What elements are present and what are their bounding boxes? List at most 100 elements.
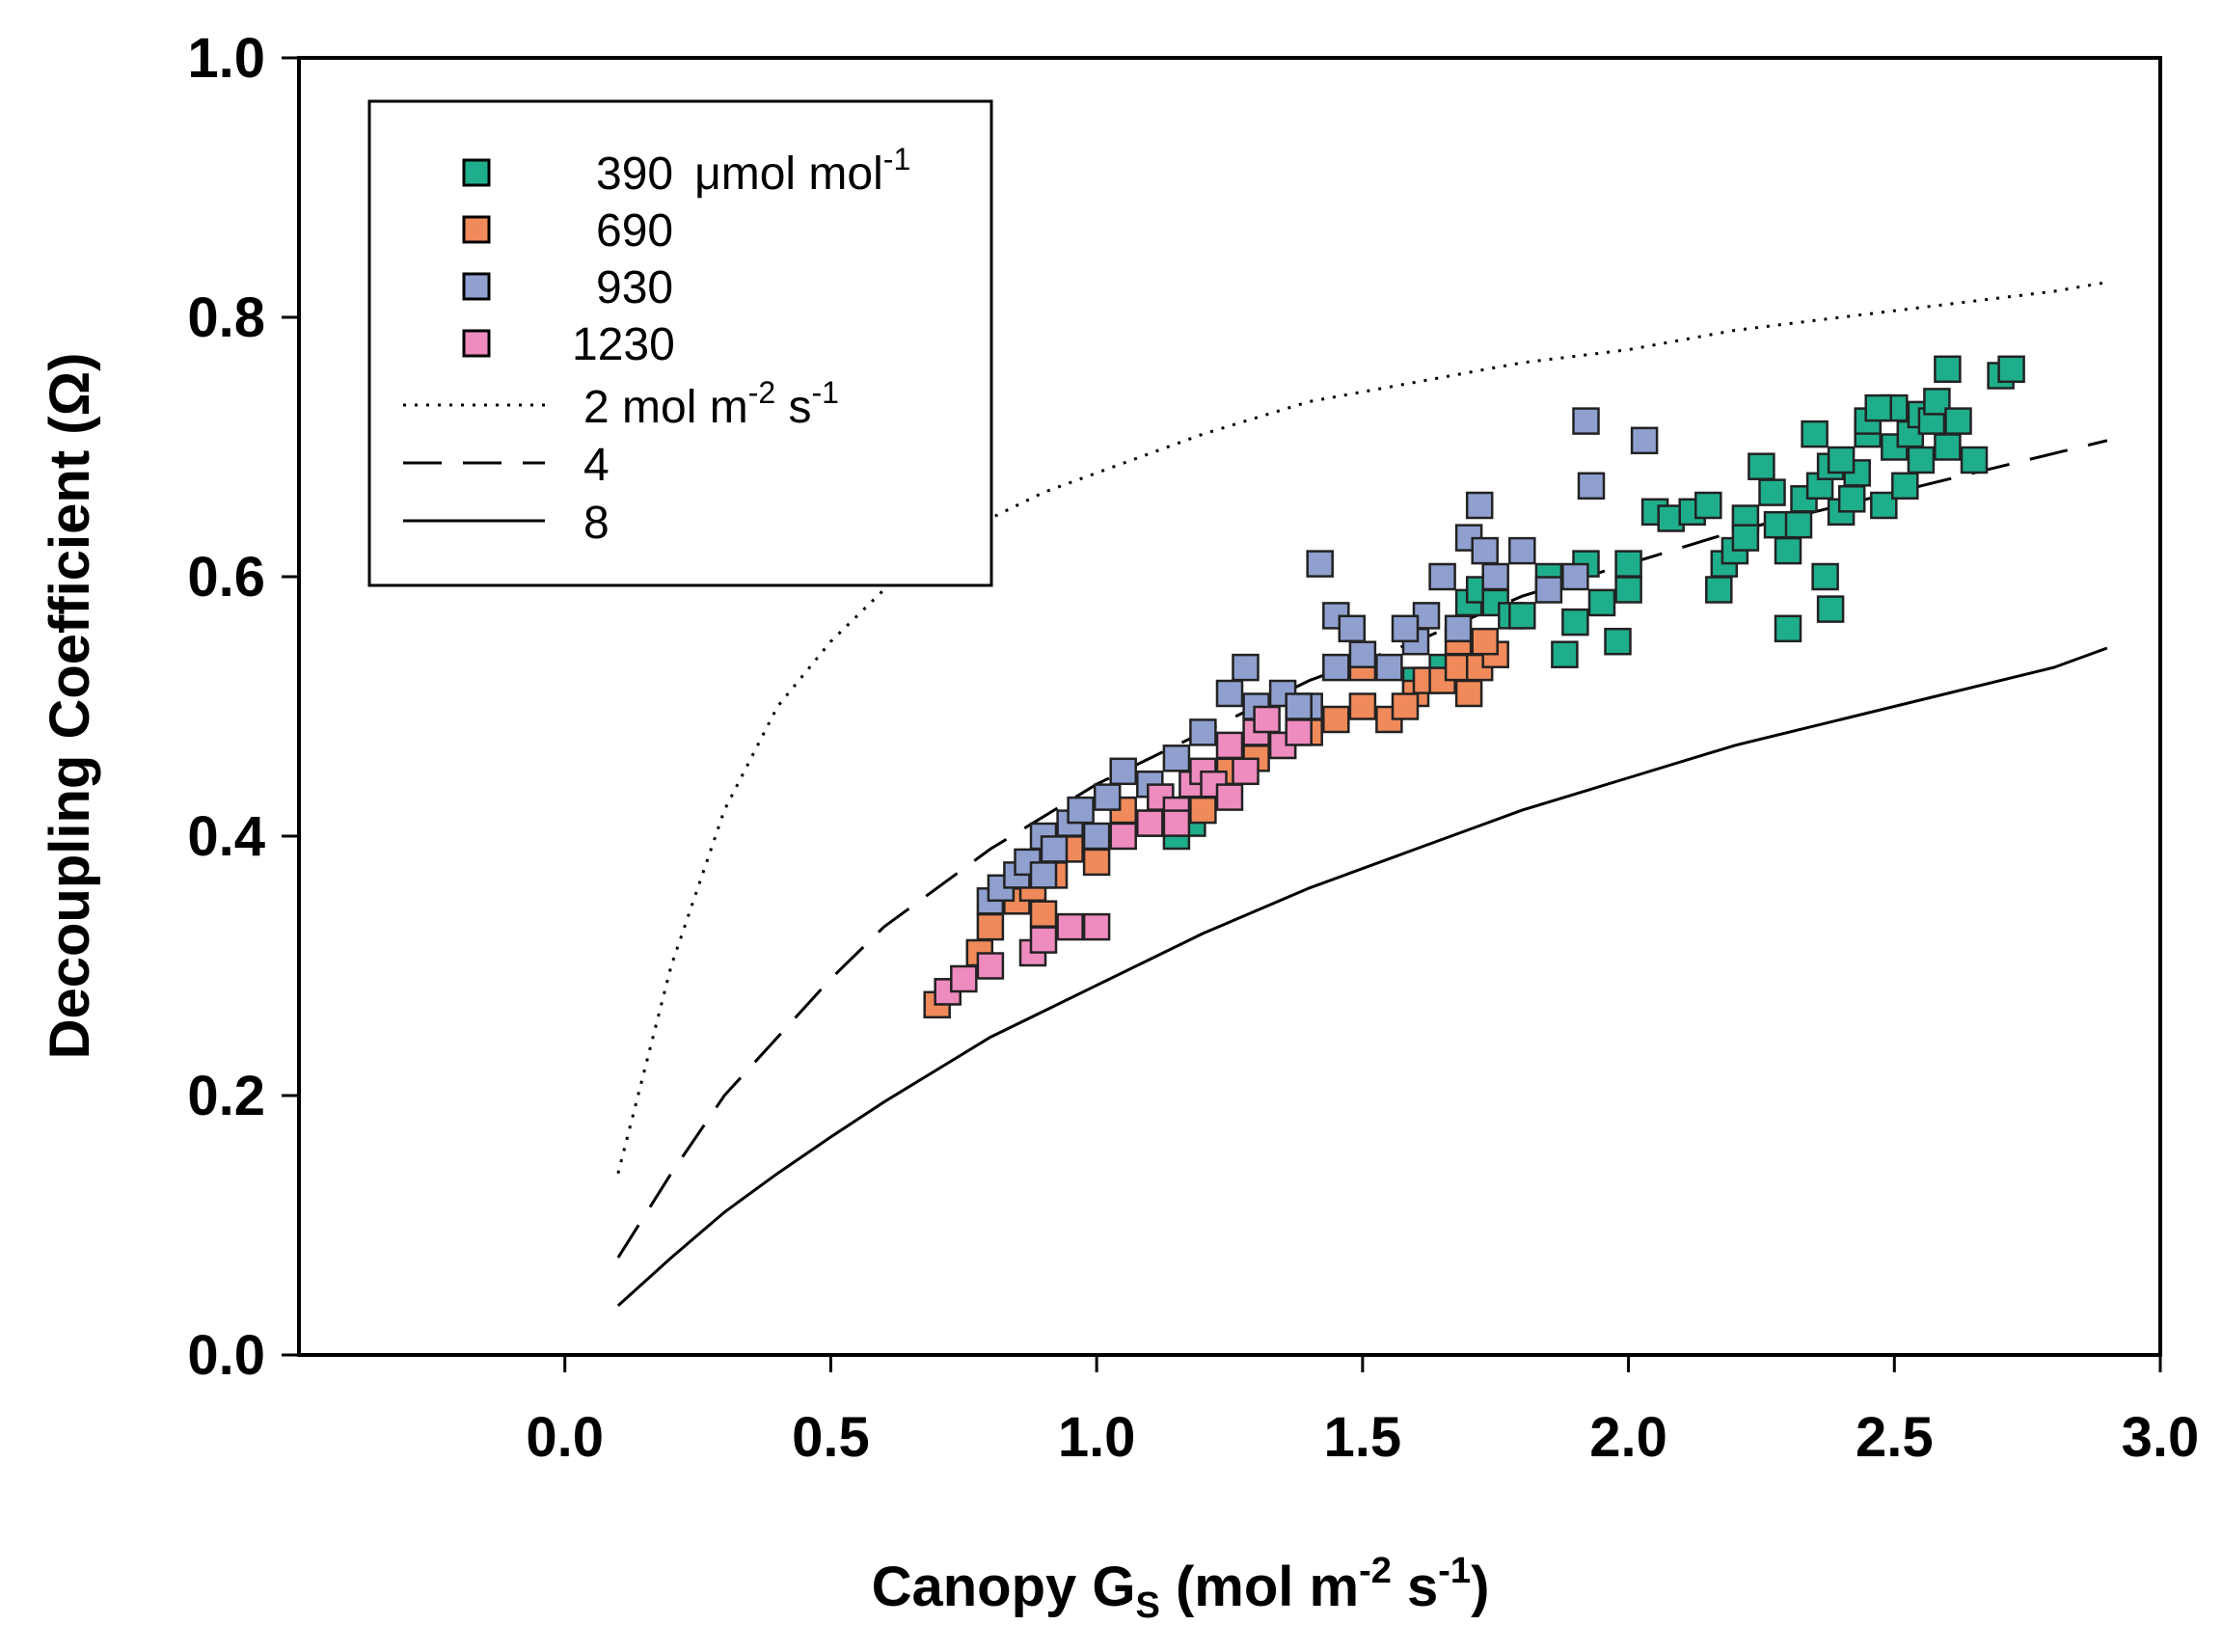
legend-label-2: 2 mol m-2 s-1 — [583, 375, 839, 433]
point-s930-32 — [1508, 536, 1536, 565]
point-s1230-8 — [1136, 809, 1164, 837]
legend-label-8: 8 — [583, 498, 610, 549]
point-s690-19 — [1322, 705, 1350, 734]
point-s930-21 — [1338, 614, 1367, 643]
model-line-l8 — [616, 646, 2108, 1308]
point-s930-40 — [1285, 692, 1313, 720]
legend: 390 μmol mol-1 690 930 1230 2 mol m-2 s-1… — [367, 99, 993, 587]
point-s930-38 — [1391, 614, 1420, 643]
point-s390-10 — [1551, 640, 1579, 668]
point-s690-14 — [1189, 796, 1217, 825]
point-s930-26 — [1428, 562, 1456, 591]
point-s930-34 — [1561, 562, 1589, 591]
x-tick-label-0: 0.0 — [526, 1406, 604, 1469]
point-s1230-2 — [976, 952, 1005, 980]
x-tick-label-3: 1.5 — [1324, 1406, 1402, 1469]
point-s390-29 — [1774, 536, 1802, 565]
point-s390-58 — [1731, 524, 1760, 552]
model-lines — [616, 281, 2108, 1308]
point-s390-21 — [1705, 576, 1733, 604]
point-s390-16 — [1614, 550, 1642, 578]
legend-marker-390 — [462, 158, 491, 187]
point-s930-22 — [1348, 640, 1377, 668]
point-s390-25 — [1748, 452, 1775, 480]
point-s390-38 — [1837, 485, 1866, 513]
point-s390-14 — [1604, 627, 1632, 656]
x-tick-label-4: 2.0 — [1589, 1406, 1667, 1469]
legend-label-4: 4 — [583, 440, 610, 491]
point-s390-51 — [1934, 433, 1962, 461]
point-s390-55 — [1997, 355, 2025, 384]
point-s390-8 — [1508, 602, 1536, 630]
point-s930-27 — [1444, 614, 1473, 643]
legend-label-390: 390 μmol mol-1 — [596, 142, 910, 200]
point-s1230-1 — [950, 964, 978, 993]
y-tick-label-2: 0.4 — [187, 805, 265, 868]
point-s390-35 — [1816, 595, 1845, 623]
point-s390-26 — [1758, 478, 1786, 506]
point-s390-34 — [1811, 562, 1839, 591]
x-axis: 0.0 0.5 1.0 1.5 2.0 2.5 3.0 — [526, 1355, 2199, 1469]
point-s690-9 — [1082, 848, 1111, 877]
point-s930-19 — [1306, 550, 1334, 578]
legend-label-1230: 1230 — [572, 319, 675, 370]
point-s930-41 — [1029, 861, 1058, 889]
point-s690-31 — [1391, 692, 1420, 720]
point-s1230-21 — [1162, 809, 1191, 837]
model-line-l4 — [616, 439, 2108, 1259]
legend-marker-690 — [462, 215, 491, 244]
point-s930-29 — [1465, 491, 1494, 520]
point-s930-9 — [1093, 783, 1122, 811]
point-s390-28 — [1774, 614, 1802, 643]
x-tick-label-1: 0.5 — [792, 1406, 870, 1469]
legend-marker-1230 — [462, 329, 491, 358]
y-axis: 0.0 0.2 0.4 0.6 0.8 1.0 — [187, 27, 299, 1387]
point-s690-29 — [1471, 627, 1499, 656]
point-s690-20 — [1348, 692, 1377, 720]
y-tick-label-4: 0.8 — [187, 286, 265, 349]
point-s930-39 — [1322, 653, 1350, 682]
point-s1230-15 — [1232, 757, 1260, 786]
y-tick-label-1: 0.2 — [187, 1065, 265, 1127]
point-s1230-20 — [1215, 783, 1244, 811]
point-s390-13 — [1587, 588, 1616, 617]
point-s930-8 — [1082, 822, 1111, 851]
point-s690-6 — [1029, 900, 1058, 928]
point-s930-23 — [1375, 653, 1403, 682]
x-tick-label-6: 3.0 — [2122, 1406, 2200, 1469]
point-s1230-5 — [1056, 912, 1084, 941]
point-s930-31 — [1481, 562, 1509, 591]
point-s390-52 — [1934, 355, 1962, 384]
point-s930-14 — [1215, 679, 1244, 708]
x-tick-label-2: 1.0 — [1058, 1406, 1136, 1469]
legend-label-930: 930 — [596, 262, 673, 313]
point-s930-30 — [1471, 536, 1499, 565]
legend-marker-930 — [462, 272, 491, 301]
y-tick-label-3: 0.6 — [187, 546, 265, 609]
point-s930-10 — [1109, 757, 1137, 786]
point-s1230-17 — [1253, 705, 1281, 734]
point-s690-26 — [1454, 679, 1483, 708]
point-s1230-19 — [1285, 718, 1313, 746]
legend-label-690: 690 — [596, 205, 673, 257]
point-s390-45 — [1891, 472, 1919, 501]
point-s1230-4 — [1029, 926, 1058, 954]
point-s930-7 — [1067, 796, 1095, 825]
point-s390-48 — [1907, 446, 1936, 474]
point-s930-36 — [1577, 472, 1606, 501]
point-s1230-6 — [1082, 912, 1111, 941]
point-s690-3 — [976, 912, 1005, 941]
data-points — [923, 355, 2025, 1019]
point-s1230-14 — [1215, 731, 1244, 760]
point-s390-57 — [1827, 446, 1856, 474]
point-s390-53 — [1944, 407, 1972, 435]
point-s390-59 — [1864, 393, 1892, 422]
y-axis-title: Decoupling Coefficient (Ω) — [39, 353, 101, 1060]
point-s390-15 — [1614, 576, 1642, 604]
point-s390-32 — [1801, 420, 1829, 448]
point-s390-30 — [1784, 510, 1813, 539]
point-s390-11 — [1561, 608, 1589, 636]
point-s930-12 — [1162, 745, 1191, 772]
y-tick-label-0: 0.0 — [187, 1324, 265, 1387]
